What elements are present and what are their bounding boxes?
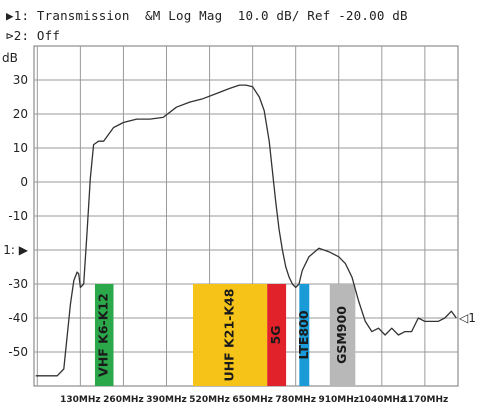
band-3 [299, 284, 310, 386]
band-label: GSM900 [334, 306, 349, 364]
band-label: UHF K21-K48 [222, 289, 237, 382]
x-tick-label: 390MHz [146, 395, 187, 405]
x-tick-label: 650MHz [232, 395, 273, 405]
y-tick-label: 10 [13, 141, 28, 155]
x-tick-label: 910MHz [318, 395, 359, 405]
x-tick-label: 1040MHz [358, 395, 405, 405]
x-tick-label: 520MHz [189, 395, 230, 405]
y-tick-label: 1: ▶ [3, 243, 28, 257]
y-tick-label: -30 [8, 277, 28, 291]
trace-line-1 [35, 84, 457, 377]
x-tick-label: 260MHz [103, 395, 144, 405]
band-4 [329, 284, 356, 386]
band-0 [94, 284, 114, 386]
y-tick-label: 20 [13, 107, 28, 121]
y-tick-label: -10 [8, 209, 28, 223]
y-tick-label: -50 [8, 345, 28, 359]
trace2-status: ⊳2: Off [6, 28, 61, 43]
band-label: 5G [268, 326, 283, 345]
y-tick-label: 30 [13, 73, 28, 87]
marker-label: ◁1 [458, 311, 476, 325]
y-axis-label: dB [2, 51, 18, 65]
band-1 [193, 284, 268, 386]
x-tick-label: 780MHz [275, 395, 316, 405]
band-label: LTE800 [296, 310, 311, 359]
y-tick-label: 0 [20, 175, 28, 189]
x-tick-label: 1170MHz [401, 395, 448, 405]
band-label: VHF K6-K12 [96, 293, 111, 377]
x-tick-label: 130MHz [60, 395, 101, 405]
trace1-status: ▶1: Transmission &M Log Mag 10.0 dB/ Ref… [6, 8, 408, 23]
band-2 [267, 284, 287, 386]
y-tick-label: -40 [8, 311, 28, 325]
